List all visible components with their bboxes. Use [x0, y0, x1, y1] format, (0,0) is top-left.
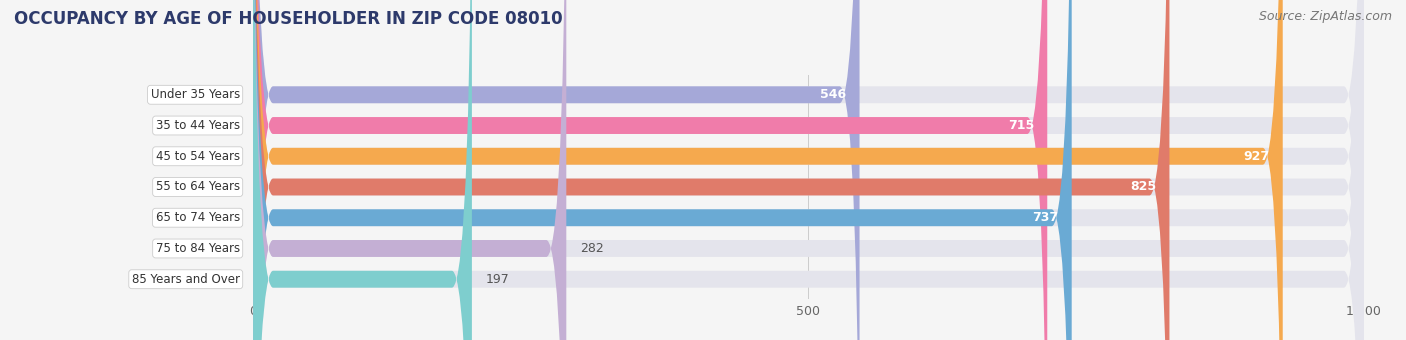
FancyBboxPatch shape: [253, 0, 1282, 340]
Text: 55 to 64 Years: 55 to 64 Years: [156, 181, 240, 193]
FancyBboxPatch shape: [253, 0, 1364, 340]
FancyBboxPatch shape: [253, 0, 472, 340]
Text: 546: 546: [820, 88, 846, 101]
FancyBboxPatch shape: [253, 0, 1047, 340]
FancyBboxPatch shape: [253, 0, 1170, 340]
Text: Under 35 Years: Under 35 Years: [150, 88, 240, 101]
FancyBboxPatch shape: [253, 0, 1364, 340]
Text: Source: ZipAtlas.com: Source: ZipAtlas.com: [1258, 10, 1392, 23]
Text: 737: 737: [1032, 211, 1059, 224]
FancyBboxPatch shape: [253, 0, 1364, 340]
Text: 75 to 84 Years: 75 to 84 Years: [156, 242, 240, 255]
FancyBboxPatch shape: [253, 0, 1364, 340]
FancyBboxPatch shape: [253, 0, 859, 340]
FancyBboxPatch shape: [253, 0, 1364, 340]
Text: 825: 825: [1130, 181, 1156, 193]
Text: OCCUPANCY BY AGE OF HOUSEHOLDER IN ZIP CODE 08010: OCCUPANCY BY AGE OF HOUSEHOLDER IN ZIP C…: [14, 10, 562, 28]
FancyBboxPatch shape: [253, 0, 1364, 340]
FancyBboxPatch shape: [253, 0, 567, 340]
Text: 45 to 54 Years: 45 to 54 Years: [156, 150, 240, 163]
Text: 715: 715: [1008, 119, 1033, 132]
Text: 197: 197: [485, 273, 509, 286]
Text: 85 Years and Over: 85 Years and Over: [132, 273, 240, 286]
FancyBboxPatch shape: [253, 0, 1364, 340]
Text: 927: 927: [1243, 150, 1270, 163]
FancyBboxPatch shape: [253, 0, 1071, 340]
Text: 35 to 44 Years: 35 to 44 Years: [156, 119, 240, 132]
Text: 65 to 74 Years: 65 to 74 Years: [156, 211, 240, 224]
Text: 282: 282: [579, 242, 603, 255]
